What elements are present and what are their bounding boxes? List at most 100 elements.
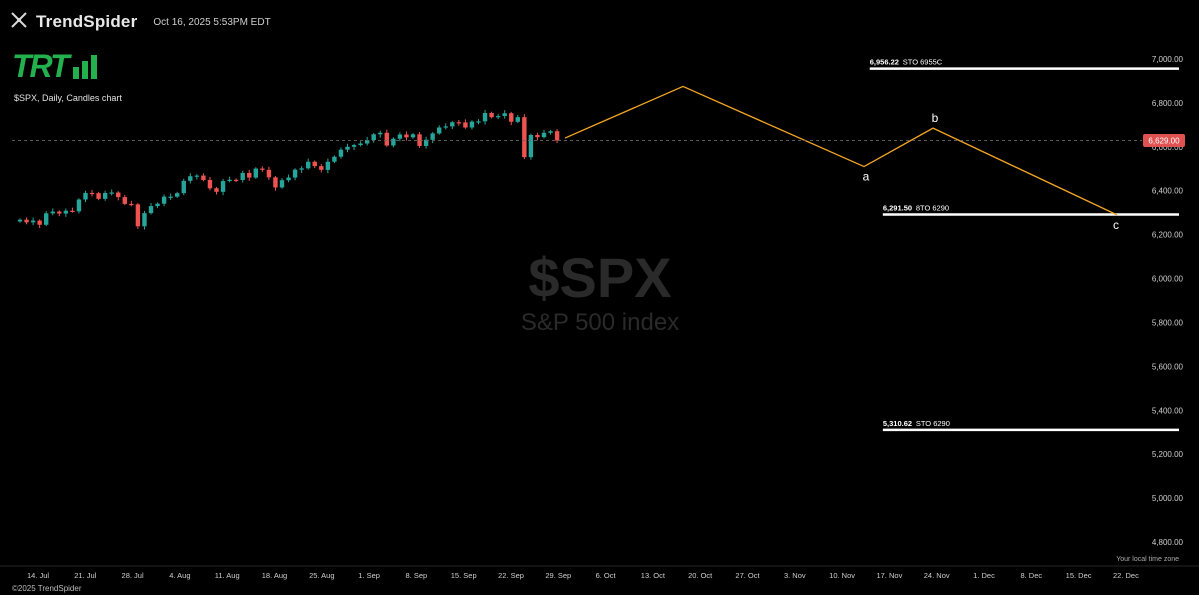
candle[interactable] xyxy=(351,143,357,151)
candle[interactable] xyxy=(253,167,258,179)
candle[interactable] xyxy=(44,211,49,227)
candle[interactable] xyxy=(214,186,219,195)
x-tick-label: 17. Nov xyxy=(876,571,902,580)
candle[interactable] xyxy=(122,194,127,206)
candle[interactable] xyxy=(443,123,448,130)
candle[interactable] xyxy=(181,178,186,196)
candle[interactable] xyxy=(371,132,376,143)
candle[interactable] xyxy=(522,114,527,160)
candle[interactable] xyxy=(345,143,350,153)
candle[interactable] xyxy=(482,109,488,125)
candle[interactable] xyxy=(535,132,540,141)
candle[interactable] xyxy=(240,170,245,183)
candle[interactable] xyxy=(364,136,370,146)
candle[interactable] xyxy=(63,208,69,217)
candle[interactable] xyxy=(463,119,468,129)
candle[interactable] xyxy=(50,208,55,216)
candle[interactable] xyxy=(554,129,560,144)
x-tick-label: 15. Sep xyxy=(451,571,477,580)
candle[interactable] xyxy=(325,158,331,174)
price-axis[interactable]: 7,000.00 6,800.00 6,600.00 6,400.00 6,200.00… xyxy=(12,55,1185,547)
candle[interactable] xyxy=(57,210,62,217)
candle[interactable] xyxy=(410,132,416,139)
price-level[interactable]: 6,956.22 STO 6955C xyxy=(869,58,1179,70)
candle[interactable] xyxy=(175,191,180,198)
wave-label-c: c xyxy=(1113,218,1119,232)
candle[interactable] xyxy=(260,166,265,172)
candle[interactable] xyxy=(437,125,442,135)
price-level[interactable]: 6,291.50 8TO 6290 xyxy=(882,204,1179,216)
candle[interactable] xyxy=(312,160,317,169)
level-note-label: 8TO 6290 xyxy=(916,204,949,213)
candle[interactable] xyxy=(417,132,422,148)
candle[interactable] xyxy=(548,129,553,135)
candle[interactable] xyxy=(155,202,160,209)
candle[interactable] xyxy=(109,189,114,196)
candle[interactable] xyxy=(76,198,82,214)
candle[interactable] xyxy=(102,190,108,201)
candle[interactable] xyxy=(319,163,324,173)
candle[interactable] xyxy=(338,147,344,159)
candle[interactable] xyxy=(430,132,435,144)
candle[interactable] xyxy=(456,120,462,126)
candle-body xyxy=(482,113,488,122)
candle-body xyxy=(116,192,121,198)
candle[interactable] xyxy=(89,189,95,197)
candle[interactable] xyxy=(476,119,481,125)
candle[interactable] xyxy=(220,178,226,196)
candle[interactable] xyxy=(489,111,494,119)
candle[interactable] xyxy=(423,136,429,149)
candle[interactable] xyxy=(286,174,291,183)
candle[interactable] xyxy=(247,169,252,181)
candle[interactable] xyxy=(70,207,75,213)
candle[interactable] xyxy=(404,131,409,141)
time-axis[interactable]: 14. Jul 21. Jul 28. Jul 4. Aug 11. Aug 18. Au… xyxy=(0,565,1199,580)
bars-logo-icon xyxy=(73,55,98,79)
candle[interactable] xyxy=(378,130,383,138)
candle[interactable] xyxy=(528,133,534,160)
candle[interactable] xyxy=(37,219,42,229)
y-tick-label: 5,200.00 xyxy=(1152,450,1184,459)
candle[interactable] xyxy=(541,129,547,139)
candle[interactable] xyxy=(266,166,272,180)
candle[interactable] xyxy=(509,111,514,126)
candle[interactable] xyxy=(148,203,154,215)
candle[interactable] xyxy=(194,174,200,180)
candle[interactable] xyxy=(30,217,36,225)
x-tick-label: 8. Dec xyxy=(1020,571,1042,580)
candle[interactable] xyxy=(83,190,88,203)
candle[interactable] xyxy=(397,132,403,142)
candle[interactable] xyxy=(96,191,101,201)
candle[interactable] xyxy=(227,176,232,183)
candle[interactable] xyxy=(450,120,455,130)
candle[interactable] xyxy=(292,168,298,181)
candle[interactable] xyxy=(17,218,23,223)
candle[interactable] xyxy=(168,193,173,200)
candle[interactable] xyxy=(201,173,206,182)
candle[interactable] xyxy=(358,141,363,147)
price-level[interactable]: 5,310.62 STO 6290 xyxy=(882,419,1179,432)
candle[interactable] xyxy=(384,129,389,147)
candle[interactable] xyxy=(495,113,501,120)
candle[interactable] xyxy=(391,137,396,148)
candle-body xyxy=(417,134,422,146)
candle[interactable] xyxy=(502,110,507,119)
candle[interactable] xyxy=(299,166,304,173)
candle[interactable] xyxy=(332,155,337,164)
candle[interactable] xyxy=(188,173,193,184)
candle[interactable] xyxy=(24,217,29,225)
candle[interactable] xyxy=(129,200,134,207)
candle[interactable] xyxy=(233,178,239,182)
candle[interactable] xyxy=(306,158,311,170)
candle[interactable] xyxy=(116,191,121,201)
candle[interactable] xyxy=(135,203,141,229)
candle[interactable] xyxy=(142,210,147,230)
local-time-zone-label[interactable]: Your local time zone xyxy=(1116,556,1179,563)
candle[interactable] xyxy=(469,120,475,130)
candle[interactable] xyxy=(279,177,285,189)
candle[interactable] xyxy=(161,194,167,207)
candle[interactable] xyxy=(207,176,213,191)
candle[interactable] xyxy=(273,176,278,191)
candle[interactable] xyxy=(515,114,520,124)
